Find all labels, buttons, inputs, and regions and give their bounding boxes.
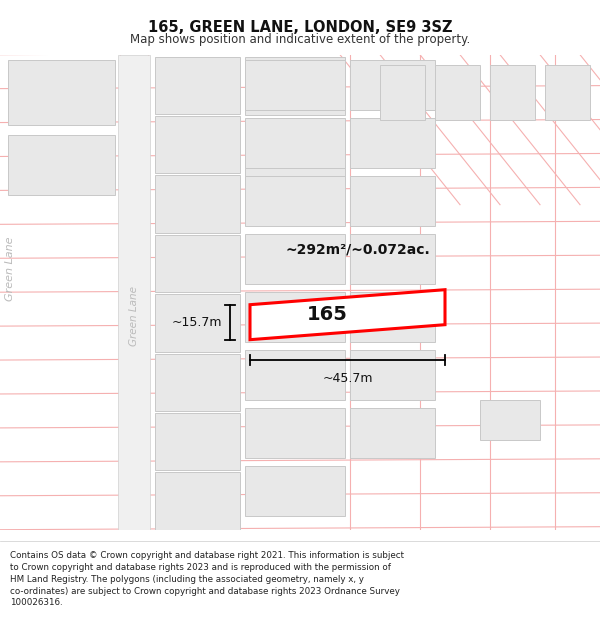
Polygon shape: [350, 234, 435, 284]
Text: Map shows position and indicative extent of the property.: Map shows position and indicative extent…: [130, 32, 470, 46]
Polygon shape: [435, 64, 480, 120]
Polygon shape: [245, 408, 345, 458]
Polygon shape: [350, 118, 435, 168]
Polygon shape: [350, 292, 435, 342]
Polygon shape: [245, 120, 345, 185]
Polygon shape: [155, 116, 240, 173]
Polygon shape: [350, 59, 435, 110]
Polygon shape: [155, 176, 240, 232]
Polygon shape: [245, 350, 345, 400]
Polygon shape: [8, 134, 115, 195]
Text: ~45.7m: ~45.7m: [322, 372, 373, 384]
Polygon shape: [245, 176, 345, 226]
Text: Green Lane: Green Lane: [129, 286, 139, 346]
Polygon shape: [245, 57, 345, 115]
Polygon shape: [350, 176, 435, 226]
Polygon shape: [155, 354, 240, 411]
Polygon shape: [245, 466, 345, 516]
Text: ~292m²/~0.072ac.: ~292m²/~0.072ac.: [285, 242, 430, 257]
Polygon shape: [380, 64, 425, 120]
Polygon shape: [155, 57, 240, 114]
Polygon shape: [118, 54, 150, 529]
Text: Green Lane: Green Lane: [5, 236, 15, 301]
Polygon shape: [245, 118, 345, 168]
Polygon shape: [245, 292, 345, 342]
Polygon shape: [245, 59, 345, 110]
Polygon shape: [250, 290, 445, 340]
Text: Contains OS data © Crown copyright and database right 2021. This information is : Contains OS data © Crown copyright and d…: [10, 551, 404, 608]
Polygon shape: [350, 350, 435, 400]
Polygon shape: [155, 294, 240, 351]
Polygon shape: [490, 64, 535, 120]
Text: 165: 165: [307, 305, 348, 324]
Text: 165, GREEN LANE, LONDON, SE9 3SZ: 165, GREEN LANE, LONDON, SE9 3SZ: [148, 20, 452, 35]
Polygon shape: [245, 234, 345, 284]
Polygon shape: [155, 235, 240, 292]
Polygon shape: [480, 400, 540, 439]
Polygon shape: [155, 472, 240, 529]
Polygon shape: [545, 64, 590, 120]
Polygon shape: [350, 408, 435, 458]
Polygon shape: [8, 59, 115, 125]
Polygon shape: [155, 413, 240, 470]
Text: ~15.7m: ~15.7m: [172, 316, 222, 329]
